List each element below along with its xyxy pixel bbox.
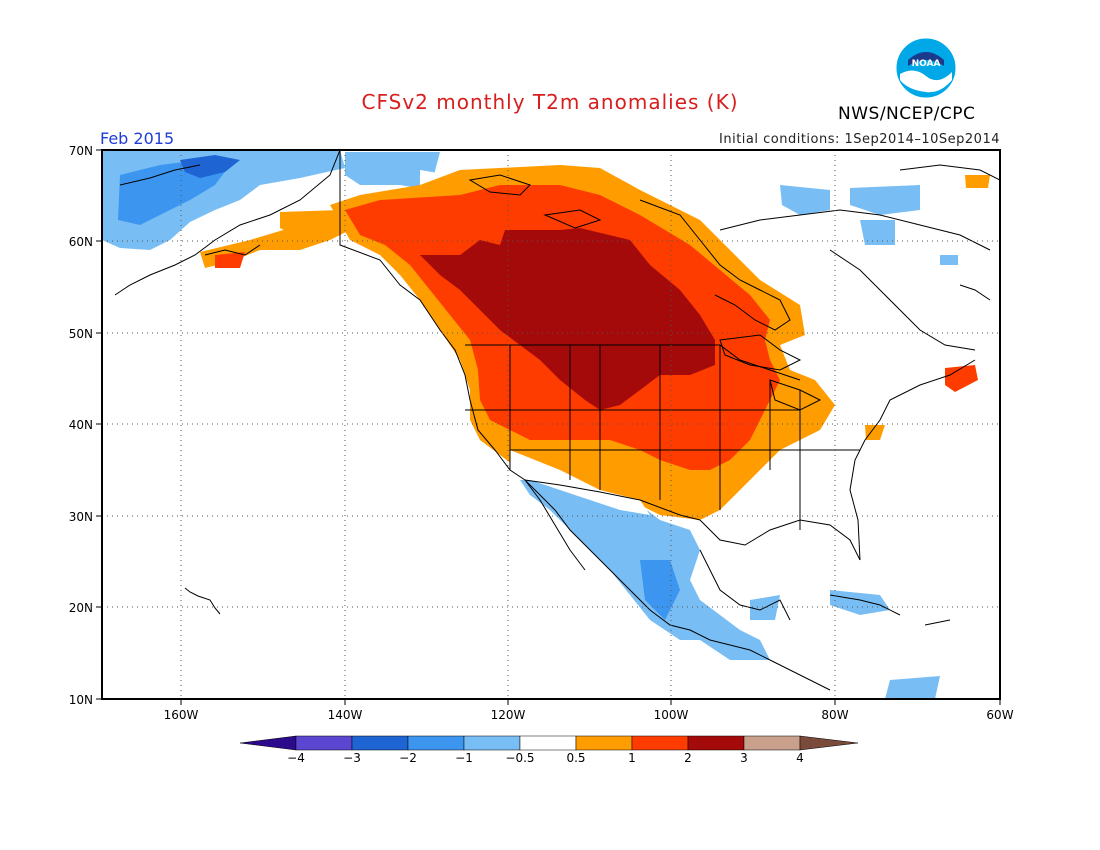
- lon-label: 60W: [986, 708, 1013, 722]
- lat-label: 30N: [69, 510, 93, 524]
- initial-conditions: Initial conditions: 1Sep2014–10Sep2014: [719, 132, 1000, 147]
- lat-label: 20N: [69, 601, 93, 615]
- lon-label: 160W: [164, 708, 199, 722]
- legend-swatch: [519, 735, 577, 751]
- legend-tick-label: −4: [287, 751, 305, 765]
- lon-label: 120W: [491, 708, 526, 722]
- lon-label: 140W: [328, 708, 363, 722]
- legend-swatch: [351, 735, 409, 751]
- legend-swatch: [407, 735, 465, 751]
- logo-text: NOAA: [912, 59, 941, 69]
- legend-tick-label: 3: [740, 751, 748, 765]
- legend-swatch: [743, 735, 801, 751]
- legend-swatch-gt-4: [799, 735, 859, 751]
- legend-tick-label: 2: [684, 751, 692, 765]
- legend-tick-label: −3: [343, 751, 361, 765]
- agency-label: NWS/NCEP/CPC: [838, 104, 976, 124]
- lon-label: 80W: [821, 708, 848, 722]
- legend-swatch: [295, 735, 353, 751]
- legend-swatch-lt-minus4: [239, 735, 297, 751]
- lat-label: 40N: [69, 418, 93, 432]
- legend-tick-label: 4: [796, 751, 804, 765]
- coastlines: [114, 150, 1000, 691]
- lat-label: 10N: [69, 693, 93, 707]
- legend-swatch: [575, 735, 633, 751]
- legend-swatch: [631, 735, 689, 751]
- map-title: CFSv2 monthly T2m anomalies (K): [361, 90, 739, 114]
- legend-tick-label: −0.5: [505, 751, 534, 765]
- legend-tick-label: 0.5: [566, 751, 585, 765]
- lat-label: 60N: [69, 235, 93, 249]
- lat-label: 50N: [69, 327, 93, 341]
- legend-swatch: [687, 735, 745, 751]
- legend-tick-label: −1: [455, 751, 473, 765]
- axis-ticks: [96, 149, 1001, 705]
- anomaly-shading: [102, 150, 990, 699]
- lat-label: 70N: [69, 144, 93, 158]
- legend-swatch: [463, 735, 521, 751]
- legend-tick-label: −2: [399, 751, 417, 765]
- legend-tick-label: 1: [628, 751, 636, 765]
- lon-label: 100W: [654, 708, 689, 722]
- forecast-period: Feb 2015: [100, 129, 175, 148]
- noaa-logo: NOAA: [894, 36, 958, 100]
